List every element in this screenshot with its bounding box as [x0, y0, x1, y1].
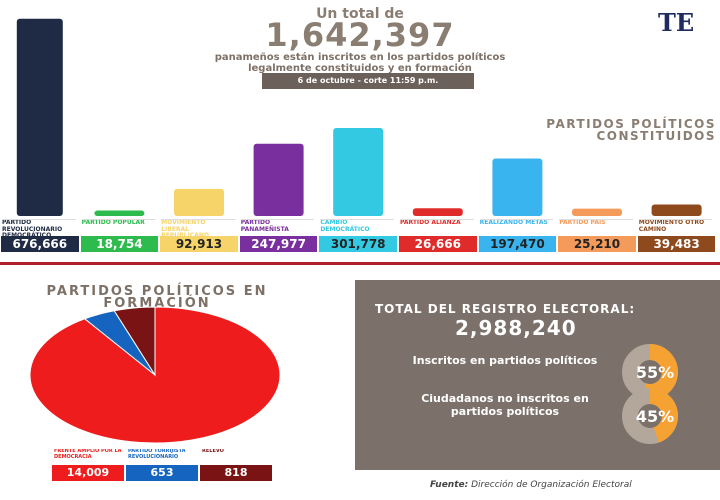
value-label: 197,470: [478, 236, 557, 252]
bar: [412, 208, 463, 216]
date-box: 6 de octubre - corte 11:59 p.m.: [262, 73, 474, 89]
donut-label: 55%: [636, 363, 674, 382]
pie-category: FRENTE AMPLIO POR LA DEMOCRACIA: [54, 449, 122, 460]
category-label: PARTIDO PAÍS: [559, 219, 633, 239]
pie-value: 818: [200, 465, 272, 481]
source-text: Dirección de Organización Electoral: [471, 480, 632, 490]
bar: [94, 210, 145, 216]
pie-chart: [29, 306, 281, 444]
pie-value: 653: [126, 465, 198, 481]
category-label: MOVIMIENTO OTRO CAMINO: [638, 219, 713, 239]
pie-category: PARTIDO TORRIJISTA REVOLUCIONARIO: [128, 449, 186, 460]
category-label: PARTIDO ALIANZA: [400, 219, 474, 239]
summary-box: TOTAL DEL REGISTRO ELECTORAL: 2,988,240 …: [355, 280, 720, 470]
subtitle: panameños están inscritos en los partido…: [214, 52, 506, 74]
logo: TE: [658, 8, 695, 37]
pie-value: 14,009: [52, 465, 124, 481]
bar: [16, 18, 63, 216]
bar: [333, 128, 384, 216]
pie-category: RELEVO: [202, 449, 224, 454]
source: Fuente: Dirección de Organización Electo…: [430, 480, 632, 490]
bar: [174, 188, 224, 216]
divider: [0, 262, 720, 265]
category-label: PARTIDO PANAMEÑISTA: [240, 219, 315, 239]
summary-title: TOTAL DEL REGISTRO ELECTORAL:: [375, 302, 636, 316]
bar: [651, 204, 702, 216]
category-label: PARTIDO POPULAR: [81, 219, 156, 239]
bar: [253, 143, 304, 216]
summary-label: Ciudadanos no inscritos en partidos polí…: [421, 392, 589, 418]
category-label: PARTIDO REVOLUCIONARIO DEMOCRÁTICO: [2, 219, 76, 239]
value-label: 247,977: [239, 236, 318, 252]
pie-title: PARTIDOS POLÍTICOS EN FORMACIÓN: [46, 284, 268, 311]
value-label: 25,210: [558, 236, 636, 252]
summary-label: Inscritos en partidos políticos: [412, 354, 598, 367]
bar-title: PARTIDOS POLÍTICOS CONSTITUIDOS: [546, 117, 716, 143]
donut-segment: [649, 388, 678, 443]
value-label: 92,913: [160, 236, 238, 252]
summary-total: 2,988,240: [455, 316, 577, 340]
total: 1,642,397: [265, 16, 455, 54]
intro: Un total de: [316, 6, 404, 22]
pie-slice: [113, 306, 156, 377]
pie-slice: [29, 306, 281, 444]
bar-chart: [16, 18, 702, 216]
summary-donuts: 55% 45%: [622, 344, 678, 444]
bar: [492, 158, 543, 216]
value-label: 301,778: [319, 236, 397, 252]
value-label: 26,666: [399, 236, 477, 252]
value-label: 18,754: [80, 236, 159, 252]
value-label: 676,666: [1, 236, 79, 252]
category-label: REALIZANDO METAS: [479, 219, 554, 239]
category-label: CAMBIO DEMOCRÁTICO: [320, 219, 394, 239]
bar: [572, 208, 622, 216]
donut-label: 45%: [636, 407, 674, 426]
value-label: 39,483: [637, 236, 716, 252]
source-label: Fuente:: [430, 480, 469, 490]
